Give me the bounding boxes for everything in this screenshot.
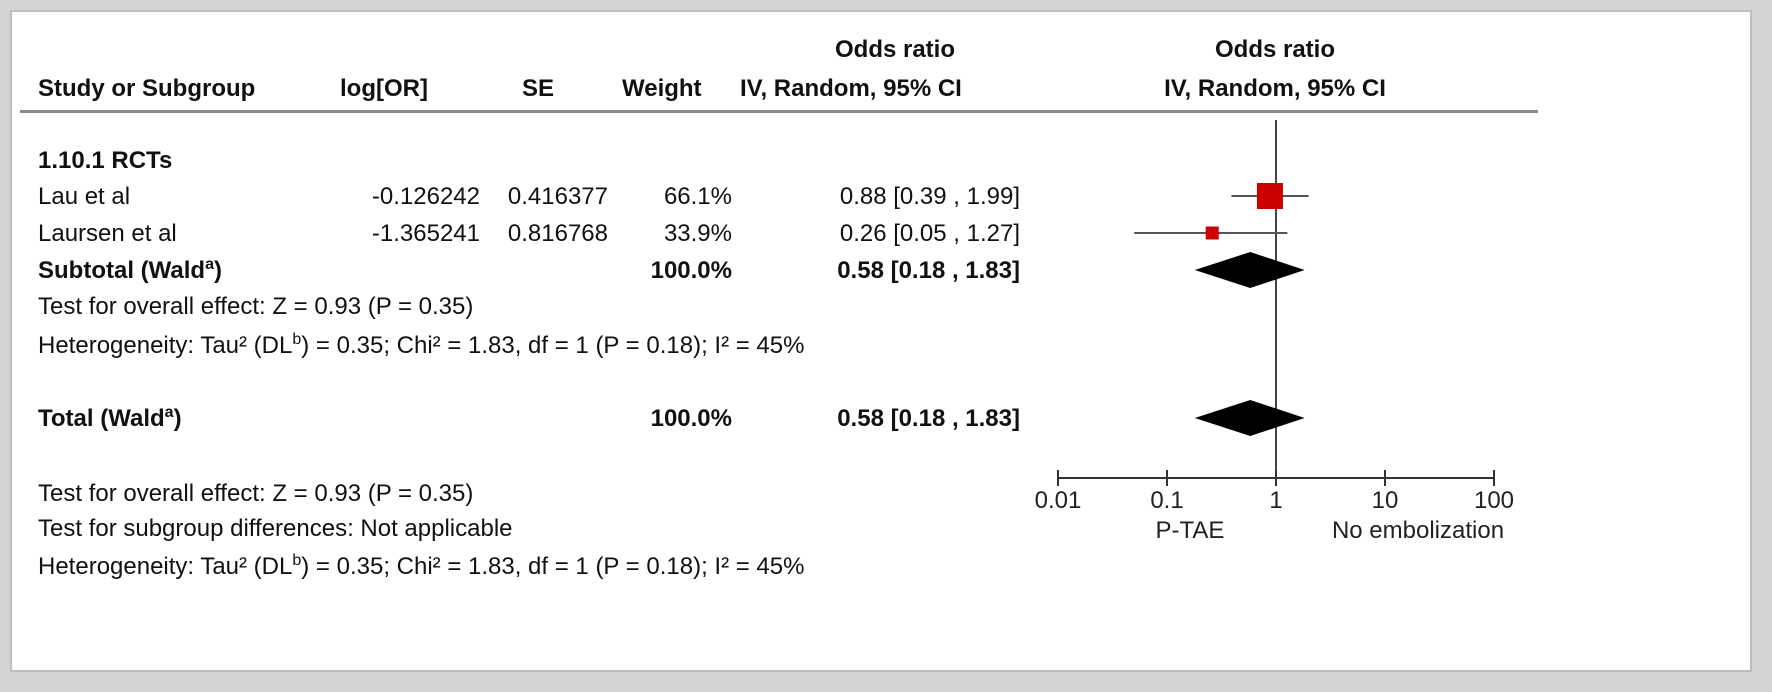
plot-marks <box>1134 183 1309 436</box>
favours-left-label: P-TAE <box>1156 517 1225 544</box>
study-name: Lau et al <box>38 183 131 210</box>
forest-plot-figure <box>10 10 1752 672</box>
favours-right-label: No embolization <box>1332 517 1504 544</box>
plot-title: Odds ratio <box>1214 36 1335 63</box>
study-ci: 0.88 [0.39 , 1.99] <box>839 183 1020 210</box>
subgroup-differences-test: Test for subgroup differences: Not appli… <box>38 515 513 542</box>
total-label: Total (Walda) <box>38 404 182 433</box>
total-diamond <box>1194 400 1305 436</box>
subgroup-label: 1.10.1 RCTs <box>38 147 173 174</box>
study-ci: 0.26 [0.05 , 1.27] <box>839 220 1020 247</box>
study-se: 0.416377 <box>507 183 608 210</box>
subgroup-overall-effect: Test for overall effect: Z = 0.93 (P = 0… <box>38 293 474 320</box>
study-log-or: -1.365241 <box>371 220 480 247</box>
study-column-header: Study or Subgroup <box>38 75 256 102</box>
study-weight: 66.1% <box>663 183 732 210</box>
study-name: Laursen et al <box>38 220 177 247</box>
log-or-column-header: log[OR] <box>340 75 428 102</box>
x-tick-label: 1 <box>1269 487 1282 514</box>
plot-method-header: IV, Random, 95% CI <box>1164 75 1386 102</box>
study-log-or: -0.126242 <box>371 183 480 210</box>
subgroup-heterogeneity: Heterogeneity: Tau² (DLb) = 0.35; Chi² =… <box>38 331 805 360</box>
subtotal-ci: 0.58 [0.18 , 1.83] <box>837 257 1020 284</box>
subtotal-label: Subtotal (Walda) <box>38 256 222 285</box>
x-tick-label: 10 <box>1372 487 1399 514</box>
header-rule <box>20 110 1538 113</box>
study-point-estimate <box>1256 183 1283 209</box>
total-heterogeneity: Heterogeneity: Tau² (DLb) = 0.35; Chi² =… <box>38 552 805 581</box>
total-weight: 100.0% <box>650 405 732 432</box>
or-method-header: IV, Random, 95% CI <box>740 75 962 102</box>
x-tick-label: 0.1 <box>1150 487 1183 514</box>
x-tick-label: 100 <box>1474 487 1514 514</box>
subtotal-diamond <box>1194 252 1305 288</box>
study-weight: 33.9% <box>663 220 732 247</box>
study-se: 0.816768 <box>507 220 608 247</box>
se-column-header: SE <box>522 75 555 102</box>
subtotal-weight: 100.0% <box>650 257 732 284</box>
x-axis-ticks: 0.01 0.1 1 10 100 <box>1035 470 1514 514</box>
x-tick-label: 0.01 <box>1035 487 1082 514</box>
total-overall-effect: Test for overall effect: Z = 0.93 (P = 0… <box>38 480 474 507</box>
study-point-estimate <box>1205 226 1219 240</box>
weight-column-header: Weight <box>622 75 702 102</box>
or-column-title: Odds ratio <box>834 36 955 63</box>
total-ci: 0.58 [0.18 , 1.83] <box>837 405 1020 432</box>
